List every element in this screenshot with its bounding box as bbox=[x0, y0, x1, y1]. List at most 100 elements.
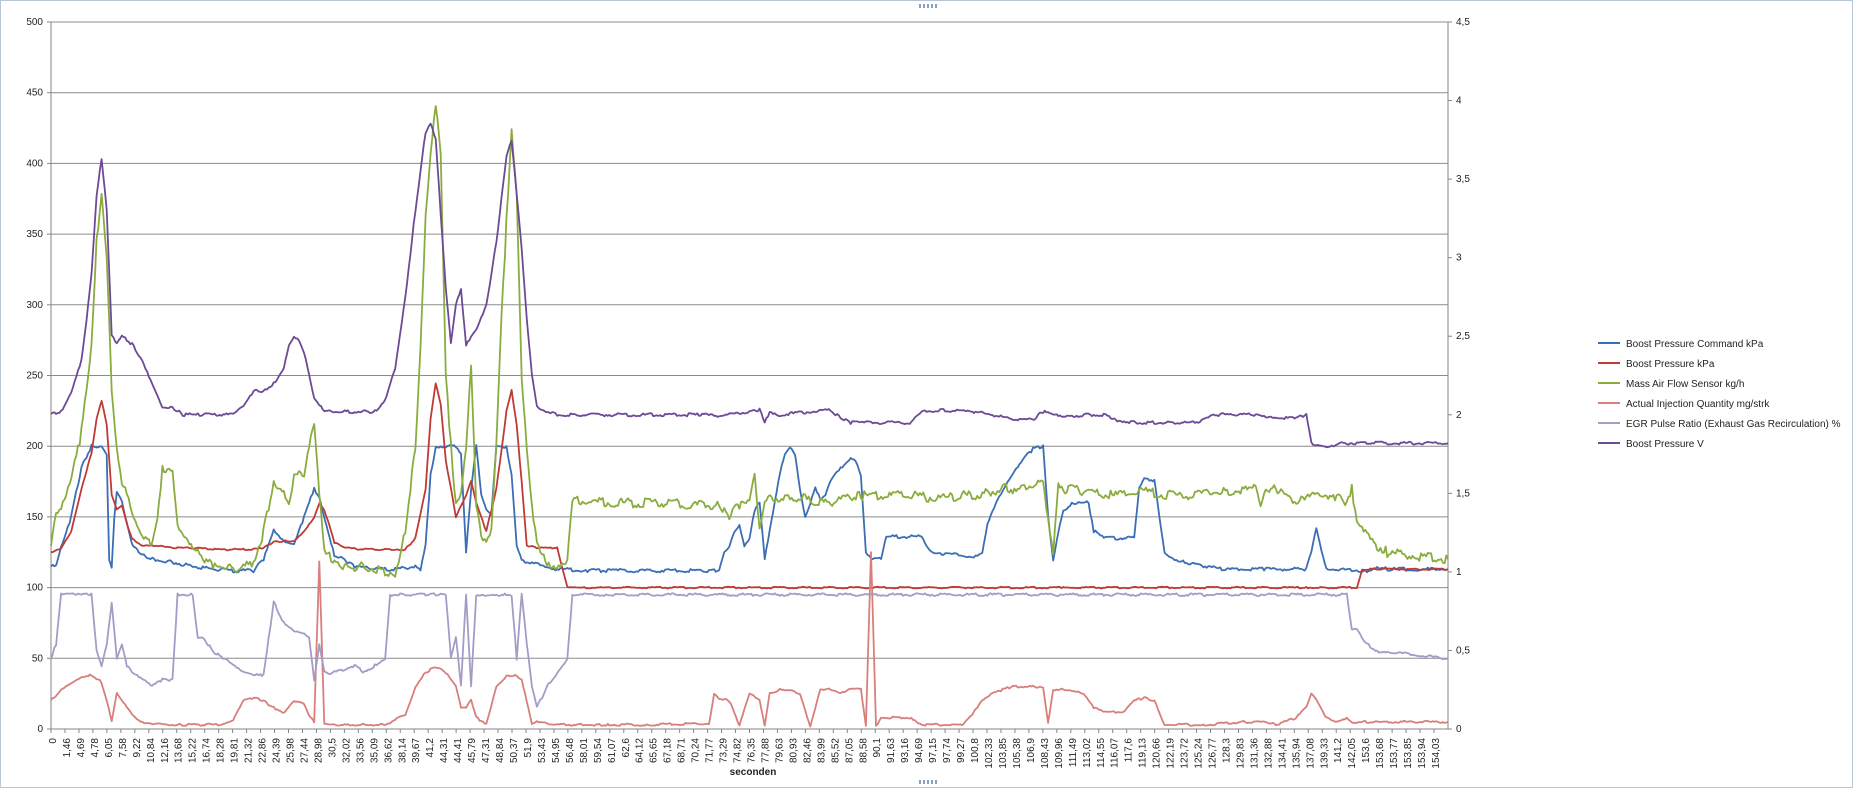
x-tick-label: 1,46 bbox=[62, 738, 73, 758]
x-tick-label: 6,05 bbox=[104, 738, 115, 758]
x-tick-label: 74,82 bbox=[733, 738, 744, 763]
x-tick-label: 120,66 bbox=[1152, 738, 1163, 769]
x-tick-label: 71,77 bbox=[705, 738, 716, 763]
x-tick-label: 108,43 bbox=[1040, 738, 1051, 769]
y2-tick-label: 1,5 bbox=[1456, 488, 1470, 499]
x-tick-label: 153,85 bbox=[1403, 738, 1414, 769]
x-tick-label: 129,83 bbox=[1235, 738, 1246, 769]
y-tick-label: 50 bbox=[32, 653, 44, 664]
x-tick-label: 27,44 bbox=[299, 738, 310, 763]
x-tick-label: 123,72 bbox=[1180, 738, 1191, 769]
x-tick-label: 47,31 bbox=[481, 738, 492, 763]
x-tick-label: 9,22 bbox=[132, 738, 143, 758]
x-tick-label: 153,77 bbox=[1389, 738, 1400, 769]
x-tick-label: 36,62 bbox=[383, 738, 394, 763]
series-line-2 bbox=[51, 382, 1449, 590]
legend-label: Boost Pressure V bbox=[1626, 439, 1704, 450]
y-tick-label: 400 bbox=[26, 158, 43, 169]
x-tick-label: 73,29 bbox=[719, 738, 730, 763]
series-line-1 bbox=[50, 443, 1449, 574]
x-tick-label: 117,6 bbox=[1124, 738, 1135, 763]
x-tick-label: 139,33 bbox=[1319, 738, 1330, 769]
x-tick-label: 53,43 bbox=[537, 738, 548, 763]
x-tick-label: 4,78 bbox=[90, 738, 101, 758]
y-tick-label: 200 bbox=[26, 441, 43, 452]
x-tick-label: 97,15 bbox=[928, 738, 939, 763]
y2-tick-label: 1 bbox=[1456, 567, 1462, 578]
series-lines bbox=[50, 105, 1449, 728]
x-tick-label: 97,74 bbox=[942, 738, 953, 763]
x-tick-label: 113,02 bbox=[1082, 738, 1093, 768]
x-tick-label: 83,99 bbox=[816, 738, 827, 763]
x-tick-label: 70,24 bbox=[691, 738, 702, 763]
x-tick-label: 128,3 bbox=[1221, 738, 1232, 763]
x-tick-label: 85,52 bbox=[830, 738, 841, 763]
y2-tick-label: 2,5 bbox=[1456, 331, 1470, 342]
x-tick-label: 54,95 bbox=[551, 738, 562, 763]
y-tick-label: 350 bbox=[26, 229, 43, 240]
x-tick-label: 154,03 bbox=[1431, 738, 1442, 769]
x-tick-label: 10,84 bbox=[146, 738, 157, 763]
x-tick-label: 141,2 bbox=[1333, 738, 1344, 763]
x-tick-label: 7,58 bbox=[118, 738, 129, 758]
x-tick-label: 44,31 bbox=[439, 738, 450, 763]
x-tick-label: 77,88 bbox=[760, 738, 771, 763]
x-tick-label: 153,6 bbox=[1361, 738, 1372, 763]
bottom-resize-handle[interactable] bbox=[919, 780, 937, 784]
x-tick-label: 125,24 bbox=[1194, 738, 1205, 769]
x-tick-label: 90,1 bbox=[872, 738, 883, 758]
y2-tick-label: 0,5 bbox=[1456, 645, 1470, 656]
x-tick-label: 0 bbox=[48, 738, 59, 744]
x-tick-label: 87,05 bbox=[844, 738, 855, 763]
legend-label: Actual Injection Quantity mg/strk bbox=[1626, 399, 1770, 410]
x-tick-label: 131,36 bbox=[1249, 738, 1260, 769]
series-line-4 bbox=[50, 551, 1449, 728]
x-tick-label: 142,05 bbox=[1347, 738, 1358, 769]
x-tick-label: 64,12 bbox=[635, 738, 646, 763]
x-tick-label: 48,84 bbox=[495, 738, 506, 763]
legend: Boost Pressure Command kPa Boost Pressure… bbox=[1598, 339, 1841, 450]
x-tick-label: 103,85 bbox=[998, 738, 1009, 769]
gridlines bbox=[51, 21, 1448, 659]
x-tick-label: 91,63 bbox=[886, 738, 897, 763]
x-tick-label: 119,13 bbox=[1138, 738, 1149, 768]
x-tick-label: 35,09 bbox=[369, 738, 380, 763]
legend-label: Boost Pressure kPa bbox=[1626, 359, 1715, 370]
y-tick-label: 450 bbox=[26, 88, 43, 99]
y-tick-label: 100 bbox=[26, 583, 43, 594]
x-tick-label: 38,14 bbox=[397, 738, 408, 763]
y2-tick-label: 0 bbox=[1456, 724, 1462, 735]
x-tick-label: 59,54 bbox=[593, 738, 604, 763]
x-tick-label: 153,68 bbox=[1375, 738, 1386, 769]
x-tick-label: 122,19 bbox=[1166, 738, 1177, 769]
x-tick-label: 106,9 bbox=[1026, 738, 1037, 763]
y2-tick-label: 2 bbox=[1456, 410, 1462, 421]
x-tick-label: 58,01 bbox=[579, 738, 590, 763]
x-tick-label: 134,41 bbox=[1277, 738, 1288, 769]
x-tick-label: 39,67 bbox=[411, 738, 422, 763]
x-tick-label: 61,07 bbox=[607, 738, 618, 763]
x-tick-label: 22,86 bbox=[258, 738, 269, 763]
x-tick-label: 32,02 bbox=[341, 738, 352, 763]
series-line-3 bbox=[50, 105, 1449, 578]
x-tick-label: 12,16 bbox=[160, 738, 171, 763]
axes: 05010015020025030035040045050000,511,522… bbox=[26, 17, 1470, 769]
x-tick-label: 24,39 bbox=[272, 738, 283, 763]
x-tick-label: 109,96 bbox=[1054, 738, 1065, 769]
x-tick-label: 94,69 bbox=[914, 738, 925, 763]
x-tick-label: 41,2 bbox=[425, 738, 436, 758]
x-tick-label: 137,08 bbox=[1305, 738, 1316, 769]
x-tick-label: 102,33 bbox=[984, 738, 995, 769]
top-resize-handle[interactable] bbox=[919, 4, 937, 8]
y-tick-label: 250 bbox=[26, 371, 43, 382]
series-line-5 bbox=[50, 592, 1449, 708]
x-tick-label: 30,5 bbox=[327, 738, 338, 758]
x-tick-label: 28,98 bbox=[313, 738, 324, 763]
y2-tick-label: 3 bbox=[1456, 253, 1462, 264]
x-tick-label: 33,56 bbox=[355, 738, 366, 763]
x-tick-label: 105,38 bbox=[1012, 738, 1023, 769]
x-tick-label: 13,68 bbox=[174, 738, 185, 763]
x-tick-label: 76,35 bbox=[747, 738, 758, 763]
x-tick-label: 99,27 bbox=[956, 738, 967, 763]
x-tick-label: 62,6 bbox=[621, 738, 632, 758]
